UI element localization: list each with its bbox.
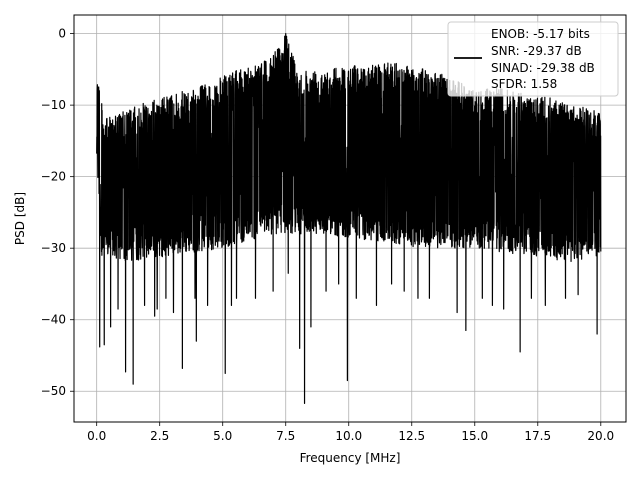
x-tick-label: 2.5 bbox=[150, 429, 169, 443]
x-tick-label: 7.5 bbox=[276, 429, 295, 443]
y-axis-label: PSD [dB] bbox=[13, 192, 27, 245]
psd-series-line bbox=[96, 33, 602, 404]
y-tick-label: −20 bbox=[41, 170, 66, 184]
y-tick-label: −10 bbox=[41, 98, 66, 112]
x-tick-label: 15.0 bbox=[461, 429, 488, 443]
legend-entry-enob: ENOB: -5.17 bits bbox=[491, 27, 590, 41]
plot-area-frame bbox=[73, 14, 627, 423]
series-layer bbox=[96, 33, 602, 404]
legend-entry-snr: SNR: -29.37 dB bbox=[491, 44, 582, 58]
legend-entry-sfdr: SFDR: 1.58 bbox=[491, 77, 557, 91]
legend-entry-sinad: SINAD: -29.38 dB bbox=[491, 61, 595, 75]
y-tick-label: −30 bbox=[41, 241, 66, 255]
x-axis-ticks: 0.0 2.5 5.0 7.5 10.0 12.5 15.0 17.5 20.0 bbox=[87, 422, 614, 443]
x-tick-label: 17.5 bbox=[524, 429, 551, 443]
y-axis-ticks: 0 −10 −20 −30 −40 −50 bbox=[41, 27, 74, 398]
legend-box bbox=[447, 21, 619, 97]
y-tick-label: 0 bbox=[58, 27, 66, 41]
y-tick-label: −50 bbox=[41, 384, 66, 398]
x-tick-label: 5.0 bbox=[213, 429, 232, 443]
legend: ENOB: -5.17 bits SNR: -29.37 dB SINAD: -… bbox=[447, 21, 619, 97]
x-tick-label: 20.0 bbox=[587, 429, 614, 443]
x-axis-label: Frequency [MHz] bbox=[300, 451, 401, 465]
x-tick-label: 12.5 bbox=[398, 429, 425, 443]
y-tick-label: −40 bbox=[41, 313, 66, 327]
x-tick-label: 0.0 bbox=[87, 429, 106, 443]
x-tick-label: 10.0 bbox=[335, 429, 362, 443]
